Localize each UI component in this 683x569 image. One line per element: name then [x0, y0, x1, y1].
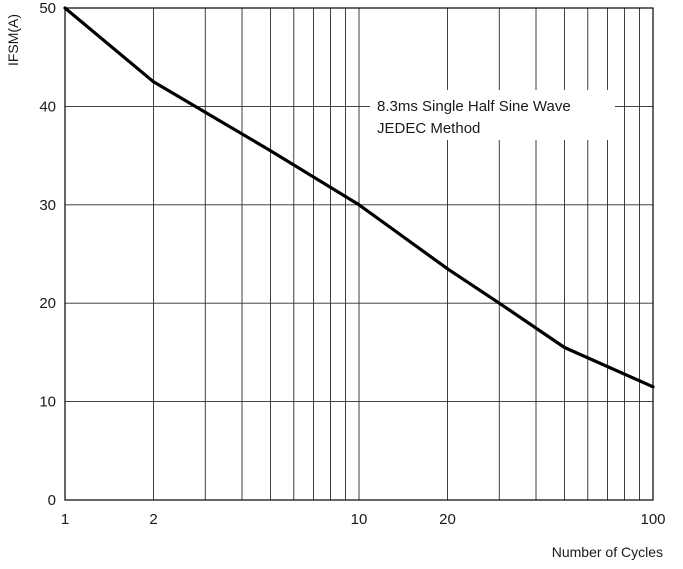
x-axis-label: Number of Cycles	[552, 544, 663, 560]
x-tick-label: 20	[439, 511, 456, 528]
vertical-gridlines	[153, 8, 640, 500]
annotation-line-2: JEDEC Method	[377, 120, 480, 137]
x-tick-label: 10	[351, 511, 368, 528]
y-axis-label: IFSM(A)	[5, 14, 21, 66]
y-tick-label: 30	[39, 197, 56, 214]
y-tick-label: 40	[39, 98, 56, 115]
y-tick-labels: 0 10 20 30 40 50	[39, 0, 56, 509]
annotation-line-1: 8.3ms Single Half Sine Wave	[377, 98, 571, 115]
x-tick-label: 2	[149, 511, 157, 528]
ifsm-curve	[63, 6, 655, 389]
series-layer	[63, 6, 655, 389]
y-tick-label: 20	[39, 295, 56, 312]
y-tick-label: 0	[48, 492, 56, 509]
y-tick-label: 50	[39, 0, 56, 17]
x-tick-labels: 1 2 10 20 100	[61, 511, 666, 528]
x-tick-label: 100	[640, 511, 665, 528]
y-tick-label: 10	[39, 394, 56, 411]
annotation-background	[370, 90, 615, 140]
x-tick-label: 1	[61, 511, 69, 528]
plot-frame	[64, 7, 654, 501]
